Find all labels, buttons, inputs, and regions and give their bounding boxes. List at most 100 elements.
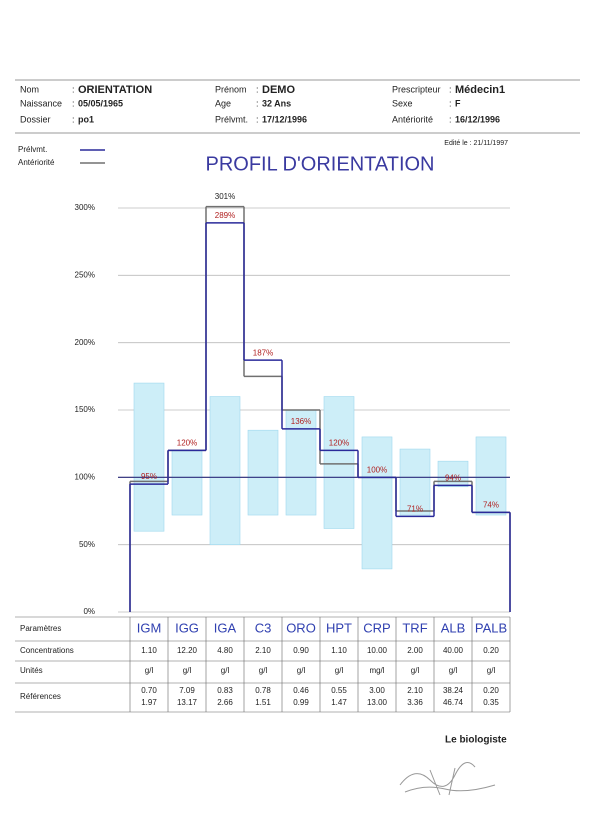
field-colon: : [256,84,259,94]
field-value: 05/05/1965 [78,98,123,108]
y-tick-label: 250% [75,270,95,279]
y-tick-label: 0% [83,607,95,616]
concentration: 2.10 [255,646,271,655]
row-label: Paramètres [20,624,61,633]
unit: g/l [449,666,458,675]
field-colon: : [256,98,259,108]
row-label: Concentrations [20,646,74,655]
field-colon: : [449,84,452,94]
reference-low: 0.46 [293,686,309,695]
value-label: 71% [407,504,423,513]
unit: g/l [297,666,306,675]
reference-range [209,396,241,545]
field-colon: : [72,98,75,108]
field-value: F [455,98,461,108]
concentration: 0.90 [293,646,309,655]
legend-label: Prélvmt. [18,145,47,154]
reference-high: 3.36 [407,698,423,707]
y-tick-label: 300% [75,203,95,212]
value-label: 100% [367,465,387,474]
reference-low: 0.20 [483,686,499,695]
x-tick-label: IGM [137,620,162,635]
field-label: Prescripteur [392,84,441,94]
field-label: Age [215,98,231,108]
unit: g/l [487,666,496,675]
value-label: 74% [483,500,499,509]
reference-low: 2.10 [407,686,423,695]
field-colon: : [449,114,452,124]
reference-high: 13.00 [367,698,388,707]
y-tick-label: 50% [79,540,95,549]
y-tick-label: 150% [75,405,95,414]
x-tick-label: IGA [214,620,237,635]
concentration: 1.10 [141,646,157,655]
unit: g/l [145,666,154,675]
concentration: 12.20 [177,646,198,655]
value-label: 94% [445,474,461,483]
reference-low: 0.78 [255,686,271,695]
row-label: Références [20,692,61,701]
legend-label: Antériorité [18,158,55,167]
reference-low: 0.55 [331,686,347,695]
value-label: 301% [215,192,235,201]
unit: g/l [183,666,192,675]
value-label: 289% [215,211,235,220]
field-value: 32 Ans [262,98,291,108]
field-value: 17/12/1996 [262,114,307,124]
reference-range [437,460,469,488]
row-label: Unités [20,666,43,675]
field-label: Prénom [215,84,247,94]
signature-label: Le biologiste [445,735,507,746]
concentration: 2.00 [407,646,423,655]
field-label: Sexe [392,98,413,108]
field-label: Prélvmt. [215,114,248,124]
y-tick-label: 200% [75,338,95,347]
value-label: 120% [329,439,349,448]
chart-title: PROFIL D'ORIENTATION [205,153,434,175]
reference-range [323,396,355,529]
x-tick-label: CRP [363,620,390,635]
reference-high: 13.17 [177,698,198,707]
reference-range [361,436,393,570]
reference-high: 1.97 [141,698,157,707]
reference-low: 0.83 [217,686,233,695]
field-label: Naissance [20,98,62,108]
reference-range [133,382,165,532]
x-tick-label: C3 [255,620,272,635]
concentration: 4.80 [217,646,233,655]
reference-range [399,448,431,516]
x-tick-label: ALB [441,620,466,635]
reference-range [475,436,507,516]
concentration: 1.10 [331,646,347,655]
field-colon: : [72,84,75,94]
value-label: 187% [253,348,273,357]
reference-range [247,429,279,516]
x-tick-label: HPT [326,620,352,635]
reference-low: 0.70 [141,686,157,695]
unit: g/l [411,666,420,675]
unit: g/l [335,666,344,675]
value-label: 136% [291,417,311,426]
reference-high: 1.51 [255,698,271,707]
reference-low: 38.24 [443,686,464,695]
reference-high: 46.74 [443,698,464,707]
field-value: ORIENTATION [78,84,152,96]
field-label: Nom [20,84,39,94]
x-tick-label: TRF [402,620,427,635]
concentration: 10.00 [367,646,388,655]
x-tick-label: PALB [475,620,507,635]
concentration: 40.00 [443,646,464,655]
field-value: DEMO [262,84,295,96]
reference-high: 0.35 [483,698,499,707]
reference-range [285,409,317,516]
x-tick-label: IGG [175,620,199,635]
reference-high: 1.47 [331,698,347,707]
field-label: Antériorité [392,114,433,124]
field-value: po1 [78,114,94,124]
field-colon: : [449,98,452,108]
value-label: 120% [177,439,197,448]
unit: mg/l [369,666,384,675]
reference-low: 3.00 [369,686,385,695]
